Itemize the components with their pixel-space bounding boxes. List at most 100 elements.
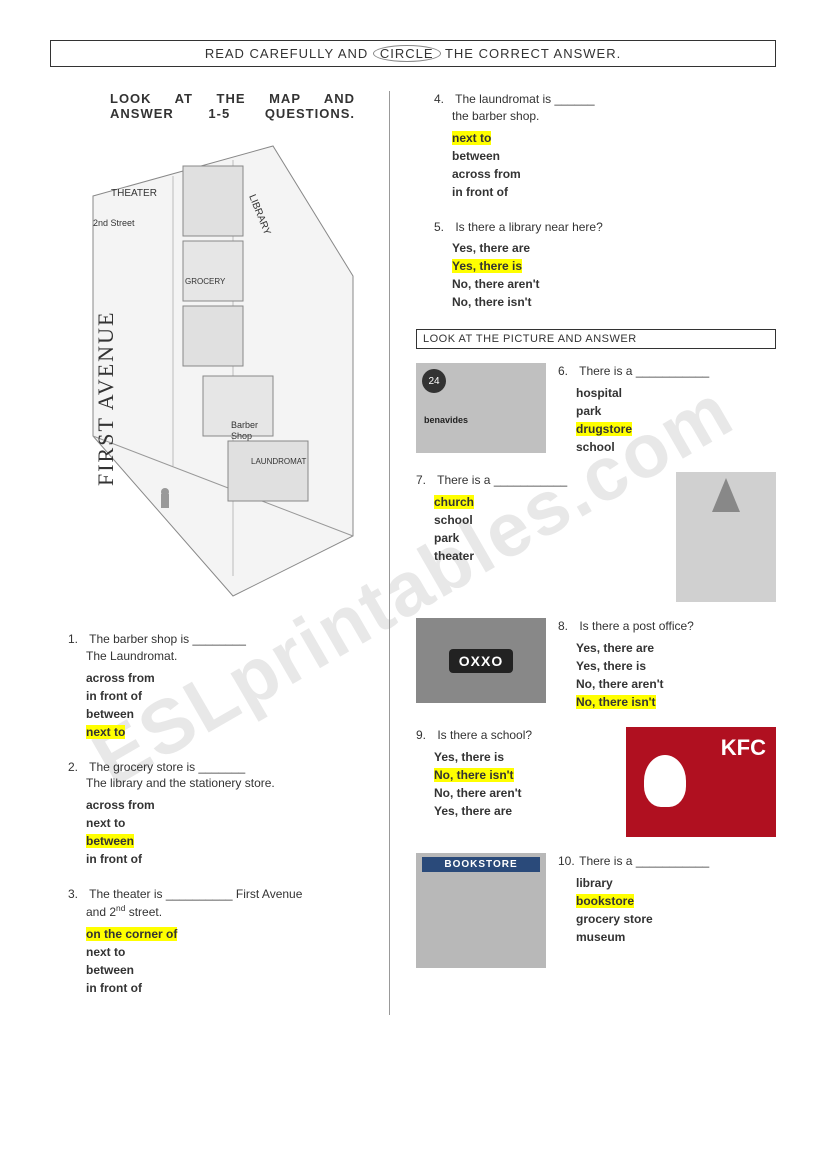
q10-num: 10. — [558, 853, 576, 870]
q6-opt-3[interactable]: school — [576, 438, 776, 456]
map-barber-label: Barber — [231, 420, 258, 430]
q7-opt-2[interactable]: park — [434, 529, 664, 547]
q10-opt-2[interactable]: grocery store — [576, 910, 776, 928]
q9-opt-1[interactable]: No, there isn't — [434, 766, 614, 784]
q1-line1: The barber shop is ________ — [89, 632, 246, 646]
instruction-title: READ CAREFULLY AND CIRCLE THE CORRECT AN… — [50, 40, 776, 67]
q10-text: There is a ___________ — [579, 854, 709, 868]
question-6: 24 benavides 6. There is a ___________ h… — [416, 363, 776, 456]
q9-opt-0[interactable]: Yes, there is — [434, 748, 614, 766]
question-10: BOOKSTORE 10. There is a ___________ lib… — [416, 853, 776, 968]
church-steeple-icon — [712, 478, 740, 512]
q3-line2a: and 2 — [86, 905, 116, 919]
q8-opt-3[interactable]: No, there isn't — [576, 693, 776, 711]
q5-opt-3[interactable]: No, there isn't — [452, 293, 776, 311]
q4-line2: the barber shop. — [452, 109, 539, 123]
church-photo — [676, 472, 776, 602]
q5-line1: Is there a library near here? — [455, 220, 602, 234]
q1-line2: The Laundromat. — [86, 649, 177, 663]
q6-text: There is a ___________ — [579, 364, 709, 378]
title-pre: READ CAREFULLY AND — [205, 46, 368, 61]
question-5: 5. Is there a library near here? Yes, th… — [434, 219, 776, 312]
q4-opt-2[interactable]: across from — [452, 165, 776, 183]
svg-text:Shop: Shop — [231, 431, 252, 441]
oxxo-sign-label: OXXO — [449, 649, 513, 673]
q8-opt-2[interactable]: No, there aren't — [576, 675, 776, 693]
q10-opt-0[interactable]: library — [576, 874, 776, 892]
map-heading-l2: ANSWER 1-5 QUESTIONS. — [110, 106, 355, 121]
q7-opt-1[interactable]: school — [434, 511, 664, 529]
map-heading-l1: LOOK AT THE MAP AND — [110, 91, 355, 106]
q2-num: 2. — [68, 759, 86, 776]
q6-num: 6. — [558, 363, 576, 380]
q7-opt-3[interactable]: theater — [434, 547, 664, 565]
q8-num: 8. — [558, 618, 576, 635]
q5-num: 5. — [434, 219, 452, 236]
kfc-photo: KFC — [626, 727, 776, 837]
pharmacy-24-icon: 24 — [422, 369, 446, 393]
q7-num: 7. — [416, 472, 434, 489]
q8-opt-0[interactable]: Yes, there are — [576, 639, 776, 657]
map-heading: LOOK AT THE MAP AND ANSWER 1-5 QUESTIONS… — [50, 91, 375, 121]
q4-opt-1[interactable]: between — [452, 147, 776, 165]
map-first-avenue-label: FIRST AVENUE — [93, 311, 118, 486]
q1-num: 1. — [68, 631, 86, 648]
question-9: KFC 9. Is there a school? Yes, there is … — [416, 727, 776, 837]
q6-opt-1[interactable]: park — [576, 402, 776, 420]
q3-num: 3. — [68, 886, 86, 903]
q3-line1: The theater is __________ First Avenue — [89, 887, 302, 901]
q3-opt-2[interactable]: between — [86, 961, 375, 979]
q9-opt-3[interactable]: Yes, there are — [434, 802, 614, 820]
q5-opt-0[interactable]: Yes, there are — [452, 239, 776, 257]
oxxo-photo: OXXO — [416, 618, 546, 703]
pharmacy-name-label: benavides — [424, 415, 468, 425]
q2-line2: The library and the stationery store. — [86, 776, 275, 790]
question-3: 3. The theater is __________ First Avenu… — [68, 886, 375, 997]
title-circled-word: CIRCLE — [373, 45, 441, 62]
question-8: OXXO 8. Is there a post office? Yes, the… — [416, 618, 776, 711]
q10-opt-3[interactable]: museum — [576, 928, 776, 946]
question-1: 1. The barber shop is ________ The Laund… — [68, 631, 375, 741]
q3-opt-3[interactable]: in front of — [86, 979, 375, 997]
q1-opt-0[interactable]: across from — [86, 669, 375, 687]
q10-opt-1[interactable]: bookstore — [576, 892, 776, 910]
question-4: 4. The laundromat is ______ the barber s… — [434, 91, 776, 201]
q4-num: 4. — [434, 91, 452, 108]
question-2: 2. The grocery store is _______ The libr… — [68, 759, 375, 869]
right-column: 4. The laundromat is ______ the barber s… — [410, 91, 776, 1015]
title-post: THE CORRECT ANSWER. — [445, 46, 621, 61]
q6-opt-0[interactable]: hospital — [576, 384, 776, 402]
q3-line2b: street. — [125, 905, 162, 919]
q1-opt-1[interactable]: in front of — [86, 687, 375, 705]
q8-text: Is there a post office? — [579, 619, 694, 633]
q7-opt-0[interactable]: church — [434, 493, 664, 511]
q4-opt-3[interactable]: in front of — [452, 183, 776, 201]
q4-opt-0[interactable]: next to — [452, 129, 776, 147]
q4-line1: The laundromat is ______ — [455, 92, 594, 106]
kfc-logo-text: KFC — [721, 735, 766, 761]
q2-opt-0[interactable]: across from — [86, 796, 375, 814]
left-column: LOOK AT THE MAP AND ANSWER 1-5 QUESTIONS… — [50, 91, 390, 1015]
q2-opt-2[interactable]: between — [86, 832, 375, 850]
bookstore-photo: BOOKSTORE — [416, 853, 546, 968]
picture-section-heading: LOOK AT THE PICTURE AND ANSWER — [416, 329, 776, 349]
bookstore-sign-label: BOOKSTORE — [422, 857, 540, 872]
pharmacy-photo: 24 benavides — [416, 363, 546, 453]
q9-text: Is there a school? — [437, 728, 532, 742]
q3-line2-sup: nd — [116, 903, 125, 913]
q5-opt-2[interactable]: No, there aren't — [452, 275, 776, 293]
q8-opt-1[interactable]: Yes, there is — [576, 657, 776, 675]
q7-text: There is a ___________ — [437, 473, 567, 487]
q6-opt-2[interactable]: drugstore — [576, 420, 776, 438]
kfc-colonel-icon — [644, 755, 686, 807]
q3-opt-1[interactable]: next to — [86, 943, 375, 961]
q2-opt-3[interactable]: in front of — [86, 850, 375, 868]
q9-opt-2[interactable]: No, there aren't — [434, 784, 614, 802]
map-laundromat-label: LAUNDROMAT — [251, 457, 307, 466]
q3-opt-0[interactable]: on the corner of — [86, 925, 375, 943]
q5-opt-1[interactable]: Yes, there is — [452, 257, 776, 275]
q2-opt-1[interactable]: next to — [86, 814, 375, 832]
q1-opt-3[interactable]: next to — [86, 723, 375, 741]
q2-line1: The grocery store is _______ — [89, 760, 245, 774]
q1-opt-2[interactable]: between — [86, 705, 375, 723]
